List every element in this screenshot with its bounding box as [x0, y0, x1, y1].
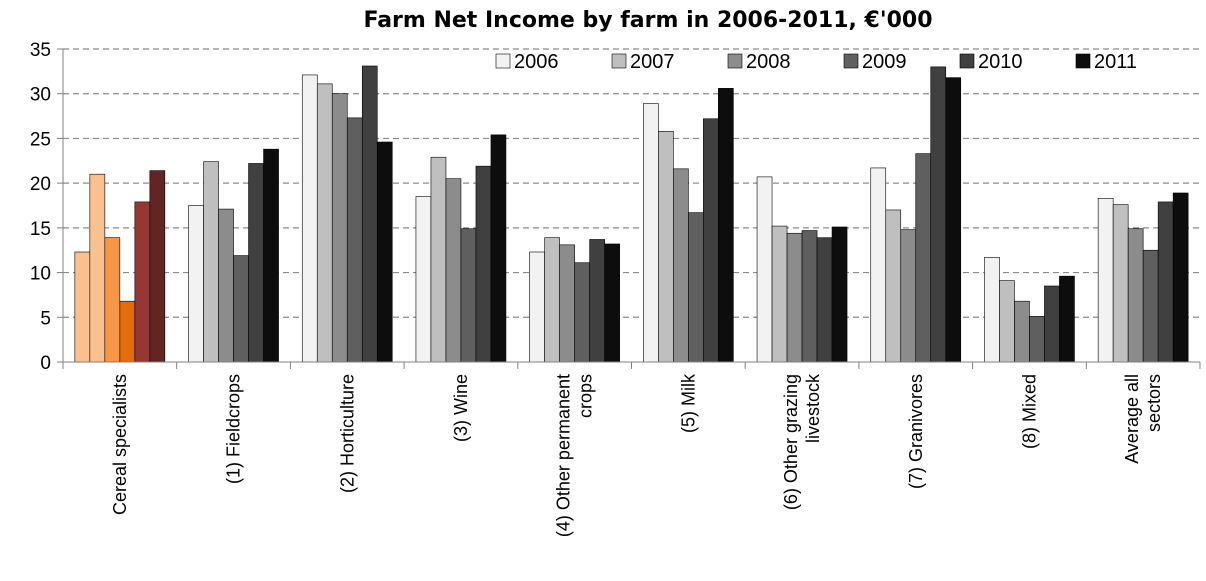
bar-2011-0 — [149, 170, 166, 363]
bar-2006-7 — [870, 167, 887, 363]
bar-2010-2 — [361, 65, 378, 363]
bar-2008-1 — [218, 208, 234, 363]
x-category-label: crops — [576, 374, 596, 418]
bar-2010-9 — [1157, 201, 1174, 363]
bar-2007-1 — [203, 161, 219, 363]
x-category-label: (4) Other permanent — [554, 374, 574, 537]
legend-label: 2007 — [630, 51, 675, 73]
bar-2006-9 — [1097, 198, 1114, 363]
bar-2009-2 — [346, 117, 363, 363]
bar-2007-7 — [885, 209, 902, 363]
bar-2011-4 — [604, 243, 620, 363]
bar-2009-7 — [915, 153, 932, 363]
bar-2007-2 — [316, 83, 333, 363]
bar-2006-5 — [643, 103, 659, 363]
bar-2009-3 — [460, 228, 477, 363]
bar-2008-5 — [673, 168, 689, 363]
bar-2010-6 — [816, 237, 833, 363]
y-tick-label: 0 — [40, 353, 51, 374]
bar-2011-8 — [1059, 275, 1075, 363]
legend-label: 2006 — [514, 51, 559, 73]
bar-2009-9 — [1142, 249, 1159, 363]
bar-2009-0 — [119, 300, 136, 363]
x-category-label: sectors — [1144, 374, 1164, 432]
legend-swatch — [959, 53, 975, 69]
bar-2009-5 — [688, 212, 704, 363]
legend-label: 2010 — [978, 51, 1023, 73]
bar-2006-4 — [529, 251, 545, 363]
bar-2011-7 — [945, 77, 962, 363]
x-category-label: Cereal specialists — [110, 374, 130, 515]
bar-2008-6 — [786, 232, 803, 363]
bar-2008-8 — [1014, 300, 1030, 363]
legend-swatch — [843, 53, 859, 69]
y-tick-label: 15 — [30, 219, 51, 240]
legend-swatch — [1075, 53, 1091, 69]
x-category-label: (3) Wine — [451, 374, 471, 442]
legend-swatch — [727, 53, 743, 69]
bar-2007-9 — [1112, 204, 1129, 363]
bar-2007-4 — [544, 237, 560, 363]
bar-2007-5 — [658, 130, 674, 363]
x-category-label: (6) Other grazing — [781, 374, 801, 510]
bar-2007-8 — [999, 280, 1015, 363]
bar-2009-6 — [801, 230, 818, 363]
chart-title: Farm Net Income by farm in 2006-2011, €'… — [363, 8, 932, 33]
bar-2008-7 — [900, 229, 917, 363]
x-category-label: (5) Milk — [678, 373, 698, 433]
x-category-label: Average all — [1122, 374, 1142, 464]
bar-2011-1 — [263, 148, 279, 363]
bar-2009-1 — [233, 255, 249, 363]
bar-2007-3 — [430, 156, 447, 363]
x-category-label: (1) Fieldcrops — [224, 374, 244, 484]
bar-2011-3 — [490, 134, 507, 363]
bar-2006-3 — [415, 196, 432, 363]
bar-2010-1 — [248, 163, 264, 363]
bar-2008-9 — [1127, 228, 1144, 363]
bar-2010-7 — [930, 66, 947, 363]
legend: 2006 2007 2008 2009 2010 2011 — [495, 51, 1137, 73]
bar-2011-9 — [1172, 192, 1189, 363]
bar-2006-0 — [74, 251, 91, 363]
bar-2006-1 — [188, 205, 204, 363]
y-tick-label: 35 — [30, 40, 51, 61]
bar-2008-3 — [445, 178, 462, 363]
y-tick-label: 10 — [30, 264, 51, 285]
legend-label: 2011 — [1094, 51, 1137, 73]
bar-2010-5 — [703, 118, 719, 363]
bar-2008-2 — [331, 93, 348, 363]
legend-swatch — [611, 53, 627, 69]
bar-2008-0 — [104, 237, 121, 363]
x-category-label: livestock — [803, 373, 823, 443]
legend-label: 2009 — [862, 51, 907, 73]
bar-2006-8 — [984, 257, 1000, 363]
legend-swatch — [495, 53, 511, 69]
y-tick-label: 20 — [30, 174, 51, 195]
y-tick-label: 30 — [30, 85, 51, 106]
bar-2006-6 — [756, 176, 773, 363]
bar-2008-4 — [559, 244, 575, 363]
axes: 0 5 10 15 20 25 30 35 Cereal specialists (1) Fiel… — [30, 40, 1201, 537]
bar-2006-2 — [301, 74, 318, 363]
bar-2010-8 — [1044, 285, 1060, 363]
bar-2010-4 — [589, 239, 605, 363]
bar-2010-3 — [475, 165, 492, 363]
bars — [74, 65, 1189, 363]
y-tick-label: 5 — [40, 308, 51, 329]
bar-2009-4 — [574, 262, 590, 363]
bar-2011-2 — [376, 141, 393, 363]
legend-label: 2008 — [746, 51, 791, 73]
bar-2011-5 — [718, 88, 734, 363]
x-category-label: (2) Horticulture — [337, 374, 357, 493]
bar-2009-8 — [1029, 316, 1045, 363]
x-category-label: (8) Mixed — [1019, 374, 1039, 449]
y-tick-label: 25 — [30, 129, 51, 150]
bar-2010-0 — [134, 201, 151, 363]
x-category-label: (7) Granivores — [906, 374, 926, 489]
bar-2011-6 — [831, 226, 848, 363]
bar-2007-6 — [771, 225, 788, 363]
bar-2007-0 — [89, 173, 106, 363]
